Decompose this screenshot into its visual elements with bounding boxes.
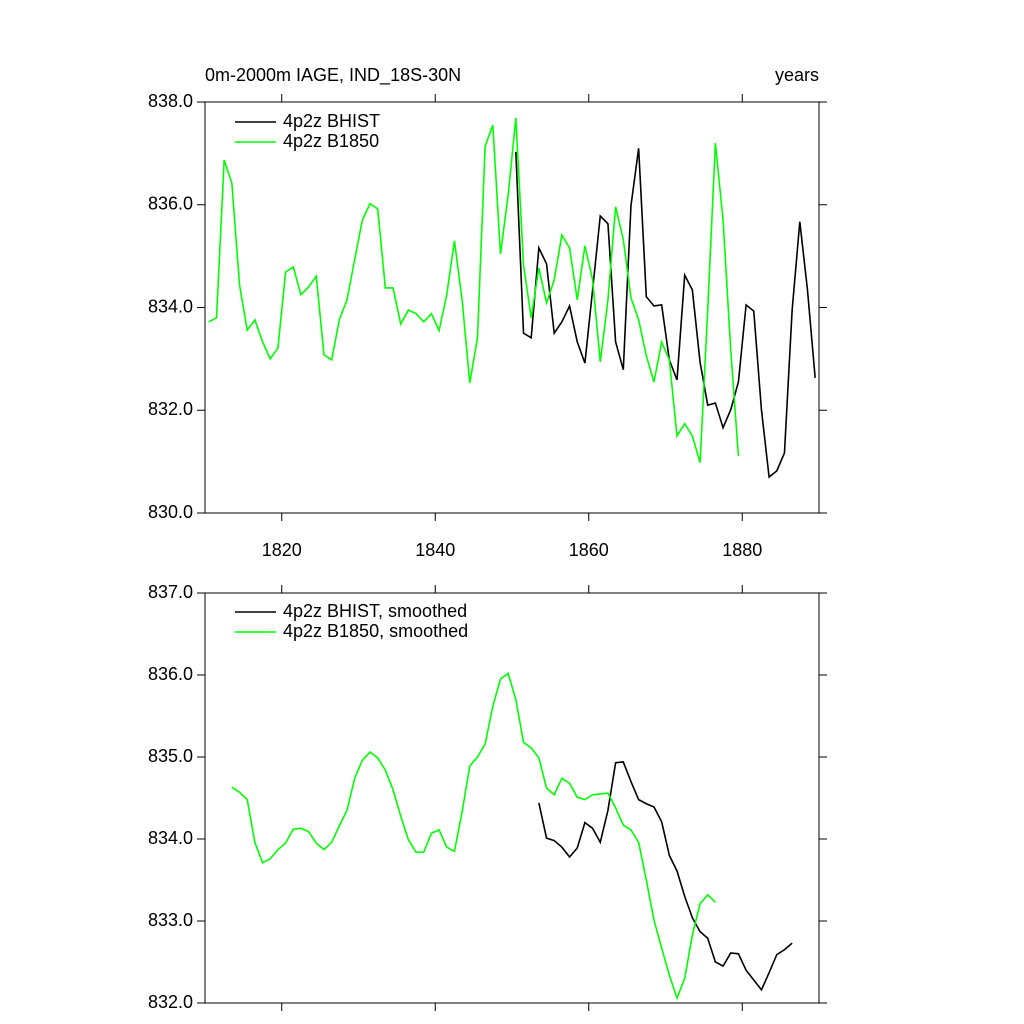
y-tick-label: 832.0 <box>148 992 193 1012</box>
x-tick-label: 1880 <box>722 540 762 560</box>
y-tick-label: 834.0 <box>148 296 193 316</box>
y-tick-label: 836.0 <box>148 194 193 214</box>
x-tick-label: 1840 <box>415 540 455 560</box>
x-tick-label: 1860 <box>569 540 609 560</box>
y-tick-label: 837.0 <box>148 582 193 602</box>
y-tick-label: 833.0 <box>148 910 193 930</box>
data-line <box>515 148 816 479</box>
data-line <box>231 672 716 1001</box>
y-tick-label: 838.0 <box>148 91 193 111</box>
y-tick-label: 834.0 <box>148 828 193 848</box>
data-line <box>538 761 793 992</box>
chart-title: 0m-2000m IAGE, IND_18S-30N <box>205 65 461 86</box>
legend-label: 4p2z B1850 <box>283 131 379 151</box>
legend-label: 4p2z B1850, smoothed <box>283 621 468 641</box>
y-tick-label: 836.0 <box>148 664 193 684</box>
data-line <box>208 117 740 463</box>
x-tick-label: 1820 <box>262 540 302 560</box>
legend-label: 4p2z BHIST <box>283 111 380 131</box>
y-tick-label: 830.0 <box>148 502 193 522</box>
y-tick-label: 835.0 <box>148 746 193 766</box>
plot-frame <box>204 592 820 1004</box>
y-tick-label: 832.0 <box>148 399 193 419</box>
chart-subtitle: years <box>775 65 819 85</box>
legend-label: 4p2z BHIST, smoothed <box>283 601 467 621</box>
